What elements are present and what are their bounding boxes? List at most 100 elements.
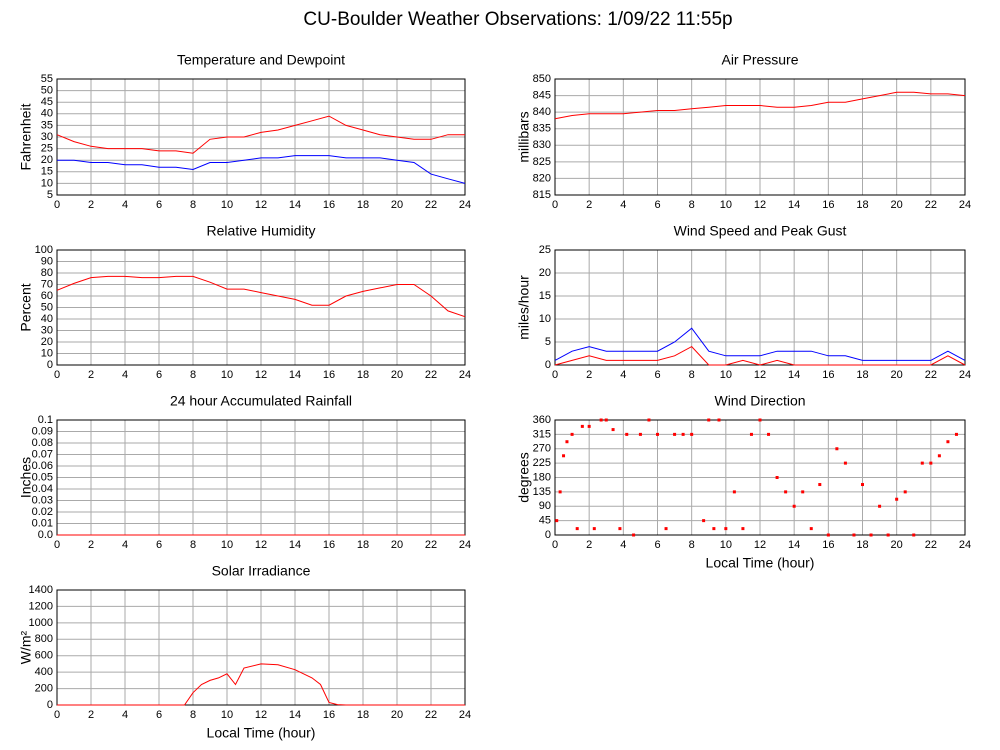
- data-line: [554, 91, 966, 120]
- data-point: [707, 418, 711, 422]
- x-tick-label: 20: [891, 199, 903, 211]
- x-tick-label: 14: [788, 369, 800, 381]
- y-tick-label: 20: [41, 336, 53, 348]
- data-point: [843, 461, 847, 465]
- y-tick-label: 0: [545, 529, 551, 541]
- y-axis-label: Inches: [18, 457, 34, 498]
- data-point: [587, 424, 591, 428]
- x-tick-label: 10: [221, 369, 233, 381]
- data-point: [878, 504, 882, 508]
- x-tick-label: 0: [54, 709, 60, 721]
- x-tick-label: 18: [856, 539, 868, 551]
- x-tick-label: 16: [323, 369, 335, 381]
- y-tick-label: 815: [533, 189, 551, 201]
- x-tick-label: 16: [323, 539, 335, 551]
- x-tick-label: 4: [620, 369, 626, 381]
- y-tick-label: 10: [41, 177, 53, 189]
- y-tick-label: 60: [41, 290, 53, 302]
- x-tick-label: 8: [689, 539, 695, 551]
- x-tick-label: 14: [289, 539, 301, 551]
- x-tick-label: 24: [459, 709, 471, 721]
- x-tick-label: 10: [221, 199, 233, 211]
- x-tick-label: 4: [122, 539, 128, 551]
- y-tick-label: 835: [533, 123, 551, 135]
- x-tick-label: 0: [552, 199, 558, 211]
- data-point: [647, 418, 651, 422]
- y-tick-label: 0.03: [32, 494, 53, 506]
- x-tick-label: 20: [891, 539, 903, 551]
- data-point: [937, 454, 941, 458]
- x-tick-label: 12: [754, 369, 766, 381]
- chart-title: Relative Humidity: [207, 223, 316, 239]
- x-tick-label: 18: [357, 199, 369, 211]
- y-tick-label: 90: [539, 500, 551, 512]
- y-tick-label: 0.07: [32, 448, 53, 460]
- x-tick-label: 12: [255, 539, 267, 551]
- y-tick-label: 90: [41, 255, 53, 267]
- data-point: [809, 527, 813, 531]
- plot-frame: [554, 78, 966, 196]
- y-tick-label: 830: [533, 139, 551, 151]
- x-tick-label: 2: [88, 199, 94, 211]
- data-point: [712, 527, 716, 531]
- data-point: [869, 533, 873, 537]
- x-tick-label: 18: [357, 709, 369, 721]
- y-tick-label: 5: [47, 189, 53, 201]
- x-tick-label: 18: [357, 369, 369, 381]
- y-tick-label: 25: [41, 143, 53, 155]
- data-point: [575, 527, 579, 531]
- y-tick-label: 20: [41, 154, 53, 166]
- y-tick-label: 0.08: [32, 437, 53, 449]
- y-axis-label: miles/hour: [516, 275, 532, 340]
- x-tick-label: 14: [289, 709, 301, 721]
- data-point: [599, 418, 603, 422]
- x-tick-label: 8: [689, 199, 695, 211]
- data-point: [826, 533, 830, 537]
- data-point: [903, 490, 907, 494]
- x-tick-label: 8: [190, 369, 196, 381]
- x-tick-label: 2: [88, 709, 94, 721]
- x-tick-label: 14: [788, 199, 800, 211]
- y-tick-label: 40: [41, 313, 53, 325]
- data-point: [558, 490, 562, 494]
- data-point: [929, 461, 933, 465]
- x-tick-label: 6: [156, 369, 162, 381]
- x-tick-label: 8: [190, 539, 196, 551]
- x-tick-label: 10: [221, 539, 233, 551]
- x-tick-label: 22: [925, 369, 937, 381]
- chart-title: Solar Irradiance: [212, 563, 311, 579]
- x-tick-label: 22: [925, 539, 937, 551]
- y-tick-label: 1000: [29, 617, 53, 629]
- x-tick-label: 24: [459, 199, 471, 211]
- y-tick-label: 315: [533, 428, 551, 440]
- y-tick-label: 360: [533, 414, 551, 426]
- chart-title: 24 hour Accumulated Rainfall: [170, 393, 352, 409]
- data-point: [632, 533, 636, 537]
- data-point: [604, 418, 608, 422]
- data-line: [57, 663, 465, 706]
- y-tick-label: 15: [41, 166, 53, 178]
- data-point: [741, 527, 745, 531]
- data-point: [562, 454, 566, 458]
- data-point: [954, 432, 958, 436]
- data-point: [555, 519, 559, 523]
- data-point: [886, 533, 890, 537]
- data-point: [749, 432, 753, 436]
- x-tick-label: 2: [88, 539, 94, 551]
- x-tick-label: 12: [255, 369, 267, 381]
- y-axis-label: degrees: [516, 452, 532, 503]
- x-tick-label: 10: [720, 539, 732, 551]
- y-tick-label: 15: [539, 290, 551, 302]
- x-tick-label: 22: [425, 539, 437, 551]
- data-point: [618, 527, 622, 531]
- x-tick-label: 2: [88, 369, 94, 381]
- data-point: [673, 432, 677, 436]
- y-tick-label: 30: [41, 324, 53, 336]
- y-tick-label: 100: [35, 244, 53, 256]
- y-tick-label: 80: [41, 267, 53, 279]
- data-point: [852, 533, 856, 537]
- data-point: [784, 490, 788, 494]
- y-tick-label: 600: [35, 650, 53, 662]
- x-tick-label: 20: [391, 709, 403, 721]
